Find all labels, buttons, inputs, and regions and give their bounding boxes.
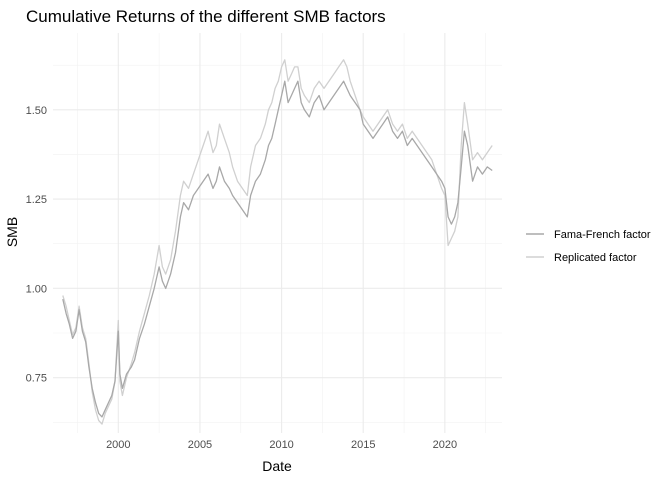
y-tick-label: 1.00 xyxy=(26,283,47,295)
y-axis-title: SMB xyxy=(4,217,20,247)
x-tick-label: 2020 xyxy=(433,439,457,451)
x-tick-label: 2015 xyxy=(351,439,375,451)
series-line xyxy=(62,80,493,418)
grid xyxy=(53,33,502,433)
legend: Fama-French factor Replicated factor xyxy=(526,229,651,264)
tick-labels: 2000 2005 2010 2015 2020 0.75 1.00 1.25 1.50 xyxy=(26,105,458,451)
x-tick-label: 2005 xyxy=(188,439,212,451)
y-tick-label: 1.25 xyxy=(26,194,47,206)
x-tick-label: 2000 xyxy=(106,439,130,451)
legend-label: Fama-French factor xyxy=(554,229,651,241)
y-tick-label: 1.50 xyxy=(26,105,47,117)
series-layer xyxy=(62,59,493,425)
y-tick-label: 0.75 xyxy=(26,373,47,385)
x-axis-title: Date xyxy=(262,458,292,474)
chart-title: Cumulative Returns of the different SMB … xyxy=(26,7,386,26)
legend-label: Replicated factor xyxy=(554,252,637,264)
x-tick-label: 2010 xyxy=(269,439,293,451)
